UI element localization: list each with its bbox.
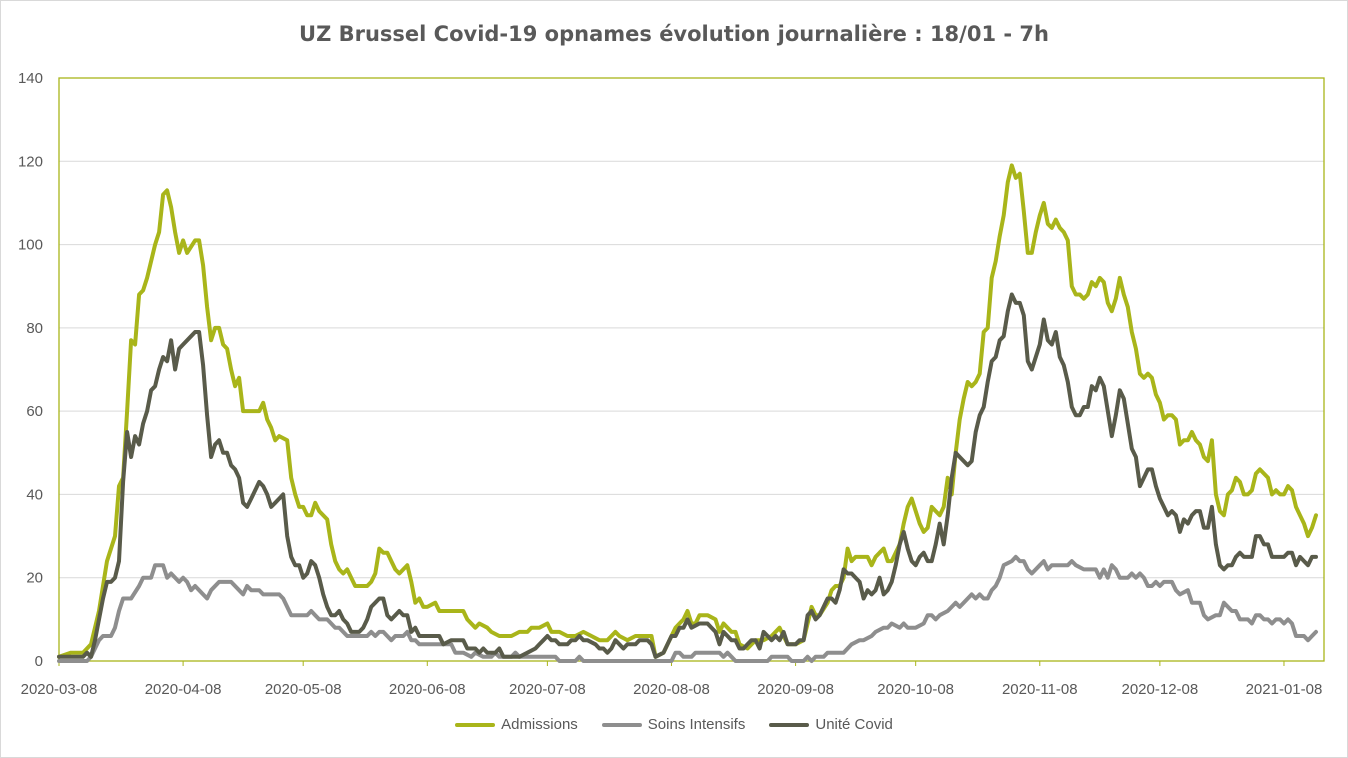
x-axis-ticks: 2020-03-08 2020-04-08 2020-05-08 2020-06-08… bbox=[21, 661, 1323, 698]
legend-label-soins-intensifs: Soins Intensifs bbox=[647, 716, 746, 733]
series-line-soins-intensifs bbox=[57, 554, 1318, 663]
x-tick-label: 2020-06-08 bbox=[389, 681, 466, 698]
y-tick-label: 20 bbox=[26, 570, 43, 587]
legend-item-unite-covid: Unité Covid bbox=[769, 716, 893, 733]
chart-title: UZ Brussel Covid-19 opnames évolution jo… bbox=[299, 22, 1049, 46]
y-tick-label: 140 bbox=[18, 70, 43, 87]
legend-label-unite-covid: Unité Covid bbox=[815, 716, 893, 733]
x-tick-label: 2020-04-08 bbox=[145, 681, 222, 698]
legend-swatch-unite-covid bbox=[769, 722, 810, 727]
series-lines bbox=[57, 163, 1318, 663]
y-tick-label: 100 bbox=[18, 237, 43, 254]
y-axis-ticks: 0 20 40 60 80 100 120 140 bbox=[18, 70, 43, 670]
x-tick-label: 2020-08-08 bbox=[633, 681, 710, 698]
x-tick-label: 2020-10-08 bbox=[877, 681, 954, 698]
legend-item-admissions: Admissions bbox=[455, 716, 578, 733]
legend-label-admissions: Admissions bbox=[501, 716, 578, 733]
x-tick-label: 2020-03-08 bbox=[21, 681, 98, 698]
x-tick-label: 2020-12-08 bbox=[1122, 681, 1199, 698]
y-tick-label: 80 bbox=[26, 320, 43, 337]
x-tick-label: 2020-07-08 bbox=[509, 681, 586, 698]
x-tick-label: 2021-01-08 bbox=[1246, 681, 1323, 698]
gridlines bbox=[59, 160, 1324, 579]
y-tick-label: 60 bbox=[26, 403, 43, 420]
x-tick-label: 2020-11-08 bbox=[1002, 681, 1078, 698]
y-tick-label: 120 bbox=[18, 153, 43, 170]
x-tick-label: 2020-09-08 bbox=[757, 681, 834, 698]
plot-area-border bbox=[58, 77, 1325, 662]
x-tick-label: 2020-05-08 bbox=[265, 681, 342, 698]
series-line-unite-covid bbox=[57, 292, 1318, 659]
legend-item-soins-intensifs: Soins Intensifs bbox=[601, 716, 746, 733]
y-tick-label: 0 bbox=[35, 653, 43, 670]
legend: Admissions Soins Intensifs Unité Covid bbox=[0, 716, 1348, 733]
legend-swatch-admissions bbox=[455, 722, 496, 727]
y-tick-label: 40 bbox=[26, 486, 43, 503]
legend-swatch-soins-intensifs bbox=[601, 722, 642, 727]
